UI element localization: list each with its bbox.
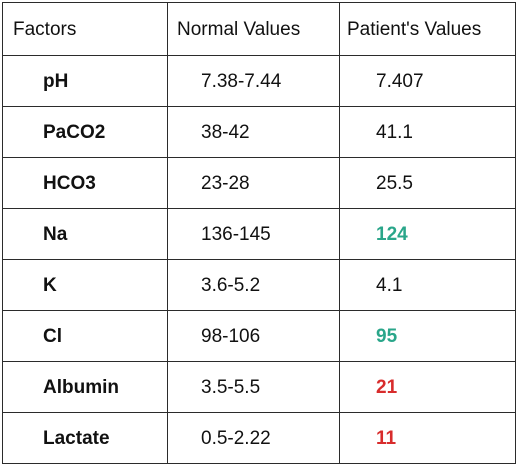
table-row: PaCO2 38-42 41.1 (2, 106, 516, 158)
factor-cell: PaCO2 (2, 106, 168, 158)
patient-value-cell: 25.5 (339, 157, 516, 209)
normal-value-cell: 0.5-2.22 (167, 412, 340, 464)
table-row: pH 7.38-7.44 7.407 (2, 55, 516, 107)
factor-cell: K (2, 259, 168, 311)
patient-value-cell: 21 (339, 361, 516, 413)
table-row: Cl 98-106 95 (2, 310, 516, 362)
table-header-row: Factors Normal Values Patient's Values (2, 2, 516, 56)
table-row: K 3.6-5.2 4.1 (2, 259, 516, 311)
patient-value-cell: 124 (339, 208, 516, 260)
table-row: Albumin 3.5-5.5 21 (2, 361, 516, 413)
table-row: Na 136-145 124 (2, 208, 516, 260)
patient-value-cell: 11 (339, 412, 516, 464)
normal-value-cell: 38-42 (167, 106, 340, 158)
factor-cell: pH (2, 55, 168, 107)
header-patient-values: Patient's Values (339, 2, 516, 56)
normal-value-cell: 23-28 (167, 157, 340, 209)
patient-value-cell: 95 (339, 310, 516, 362)
patient-value-cell: 41.1 (339, 106, 516, 158)
normal-value-cell: 7.38-7.44 (167, 55, 340, 107)
header-normal-values: Normal Values (167, 2, 340, 56)
normal-value-cell: 3.6-5.2 (167, 259, 340, 311)
normal-value-cell: 3.5-5.5 (167, 361, 340, 413)
table-body: pH 7.38-7.44 7.407 PaCO2 38-42 41.1 HCO3 23-28 2… (2, 55, 516, 464)
table-row: HCO3 23-28 25.5 (2, 157, 516, 209)
patient-value-cell: 7.407 (339, 55, 516, 107)
patient-value-cell: 4.1 (339, 259, 516, 311)
normal-value-cell: 136-145 (167, 208, 340, 260)
table-row: Lactate 0.5-2.22 11 (2, 412, 516, 464)
factor-cell: Cl (2, 310, 168, 362)
header-factors: Factors (2, 2, 168, 56)
normal-value-cell: 98-106 (167, 310, 340, 362)
factor-cell: Albumin (2, 361, 168, 413)
factor-cell: HCO3 (2, 157, 168, 209)
factor-cell: Na (2, 208, 168, 260)
factor-cell: Lactate (2, 412, 168, 464)
